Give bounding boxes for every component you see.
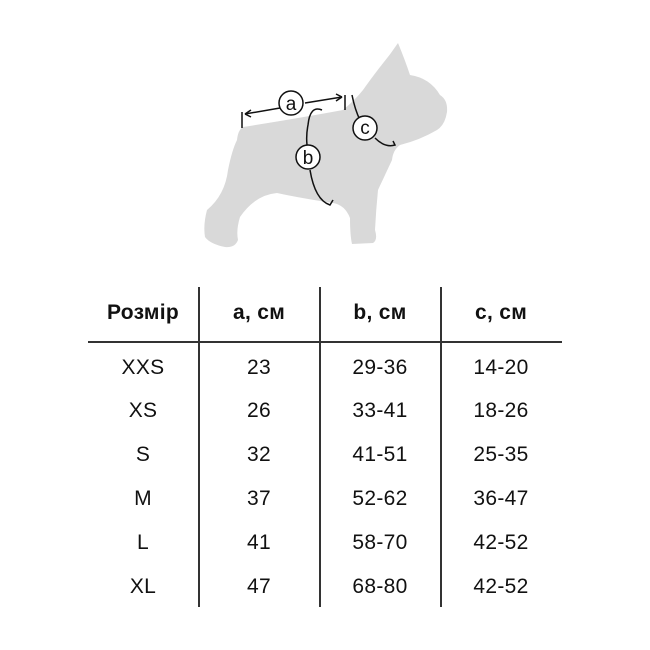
table-cell: 47 [247,575,271,598]
table-cell: 32 [247,443,271,466]
table-cell: 52-62 [352,487,408,510]
table-cell: 29-36 [352,356,408,379]
column-header: a, см [232,301,286,324]
header-divider [88,341,562,343]
table-cell: 14-20 [473,356,529,379]
column-header: Розмір [107,301,179,324]
label-b: b [303,148,314,169]
table-cell: 41-51 [352,443,408,466]
column-header: b, см [353,301,407,324]
dog-measurement-diagram: a b c [204,43,448,248]
label-c: c [360,118,370,139]
table-cell: 23 [247,356,271,379]
measure-b-curve [305,108,334,206]
table-cell: 26 [247,399,271,422]
label-b-circle [295,144,321,170]
table-cell: 36-47 [473,487,529,510]
table-cell: 37 [247,487,271,510]
label-a-circle [278,90,304,116]
dog-silhouette [204,43,448,248]
table-cell: 68-80 [352,575,408,598]
table-cell: 33-41 [352,399,408,422]
table-cell: 18-26 [473,399,529,422]
table-cell: 41 [247,531,271,554]
table-cell: 58-70 [352,531,408,554]
table-cell: 25-35 [473,443,529,466]
size-label: XXS [121,356,165,379]
size-label: L [137,531,149,554]
measure-a-line [241,93,346,128]
column-divider [319,287,321,607]
size-label: M [134,487,152,510]
size-label: XS [128,399,158,422]
size-label: S [135,443,151,466]
size-label: XL [129,575,157,598]
label-a: a [286,94,297,115]
column-divider [198,287,200,607]
table-cell: 42-52 [473,575,529,598]
column-header: c, см [474,301,528,324]
table-cell: 42-52 [473,531,529,554]
label-c-circle [352,115,378,141]
column-divider [440,287,442,607]
